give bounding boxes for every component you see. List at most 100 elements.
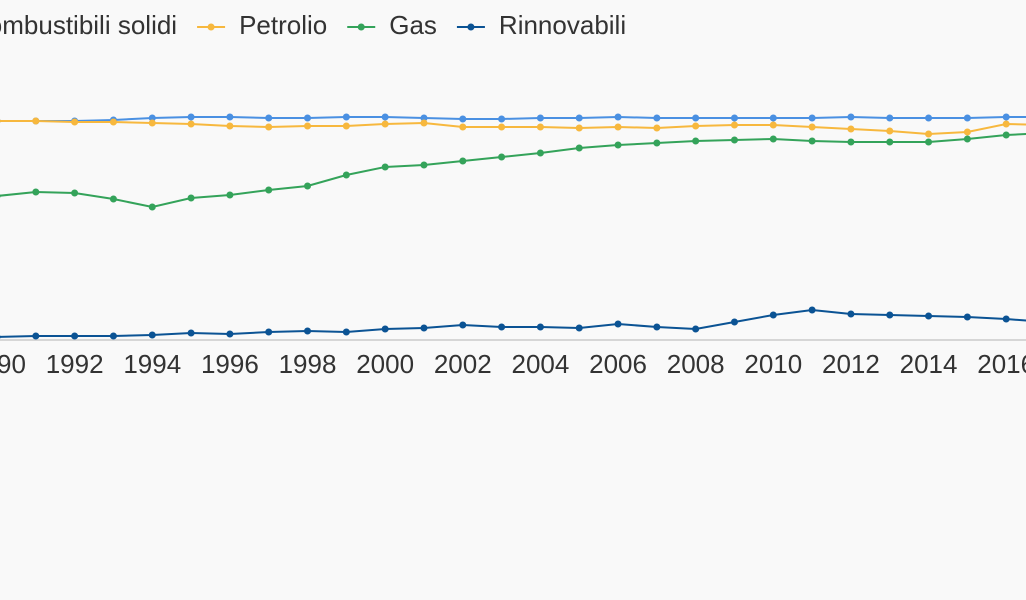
data-point	[769, 114, 777, 122]
data-point	[32, 117, 40, 125]
data-point	[925, 312, 933, 320]
data-point	[459, 123, 467, 131]
x-tick-label: 2002	[434, 349, 492, 379]
data-point	[847, 138, 855, 146]
data-point	[420, 114, 428, 122]
data-point	[498, 123, 506, 131]
data-point	[653, 124, 661, 132]
x-tick-label: 2004	[511, 349, 569, 379]
x-tick-label: 1998	[279, 349, 337, 379]
data-point	[187, 329, 195, 337]
data-point	[459, 157, 467, 165]
data-point	[420, 119, 428, 127]
data-point	[265, 328, 273, 336]
data-point	[0, 335, 1, 339]
data-point	[575, 324, 583, 332]
data-point	[730, 318, 738, 326]
data-point	[614, 123, 622, 131]
data-point	[226, 113, 234, 121]
data-point	[342, 171, 350, 179]
series-line	[0, 115, 1026, 122]
data-point	[459, 321, 467, 329]
x-tick-label: 2012	[822, 349, 880, 379]
x-tick-label: 1992	[46, 349, 104, 379]
data-point	[769, 311, 777, 319]
data-point	[1002, 113, 1010, 121]
data-point	[963, 313, 971, 321]
data-point	[342, 113, 350, 121]
series-line	[0, 308, 1026, 338]
data-point	[342, 122, 350, 130]
x-tick-label: 2006	[589, 349, 647, 379]
data-point	[692, 122, 700, 130]
x-tick-label: 2010	[744, 349, 802, 379]
data-point	[769, 135, 777, 143]
data-point	[381, 113, 389, 121]
data-point	[847, 113, 855, 121]
data-point	[808, 306, 816, 314]
data-point	[963, 114, 971, 122]
data-point	[71, 332, 79, 340]
data-point	[304, 122, 312, 130]
data-point	[420, 161, 428, 169]
data-point	[730, 121, 738, 129]
data-point	[536, 123, 544, 131]
x-tick-label: 2000	[356, 349, 414, 379]
data-point	[1002, 315, 1010, 323]
data-point	[148, 114, 156, 122]
data-point	[420, 324, 428, 332]
data-point	[265, 186, 273, 194]
data-point	[886, 127, 894, 135]
data-point	[0, 194, 1, 198]
data-point	[148, 203, 156, 211]
legend-label: Combustibili solidi	[0, 10, 177, 40]
legend-marker-dot	[357, 23, 365, 31]
legend-label: Gas	[389, 10, 437, 40]
data-point	[32, 188, 40, 196]
data-point	[536, 149, 544, 157]
data-point	[730, 114, 738, 122]
data-point	[692, 137, 700, 145]
data-point	[459, 115, 467, 123]
data-point	[925, 138, 933, 146]
data-point	[536, 323, 544, 331]
data-point	[769, 121, 777, 129]
data-point	[148, 331, 156, 339]
data-point	[963, 128, 971, 136]
data-point	[0, 119, 1, 123]
data-point	[536, 114, 544, 122]
data-point	[381, 120, 389, 128]
data-point	[575, 124, 583, 132]
data-point	[653, 139, 661, 147]
data-point	[963, 135, 971, 143]
data-point	[71, 118, 79, 126]
data-point	[71, 189, 79, 197]
x-tick-label: 1990	[0, 349, 26, 379]
data-point	[226, 122, 234, 130]
data-point	[109, 118, 117, 126]
data-point	[847, 310, 855, 318]
data-point	[32, 332, 40, 340]
data-point	[109, 332, 117, 340]
data-point	[381, 163, 389, 171]
data-point	[226, 191, 234, 199]
data-point	[187, 113, 195, 121]
data-point	[808, 123, 816, 131]
x-tick-label: 1996	[201, 349, 259, 379]
data-point	[925, 130, 933, 138]
data-point	[498, 323, 506, 331]
data-point	[808, 114, 816, 122]
data-point	[730, 136, 738, 144]
data-point	[226, 330, 234, 338]
legend-marker-dot	[467, 23, 475, 31]
data-point	[187, 194, 195, 202]
data-point	[847, 125, 855, 133]
data-point	[381, 325, 389, 333]
data-point	[692, 325, 700, 333]
data-point	[653, 323, 661, 331]
data-point	[1002, 131, 1010, 139]
data-point	[614, 113, 622, 121]
data-point	[265, 114, 273, 122]
